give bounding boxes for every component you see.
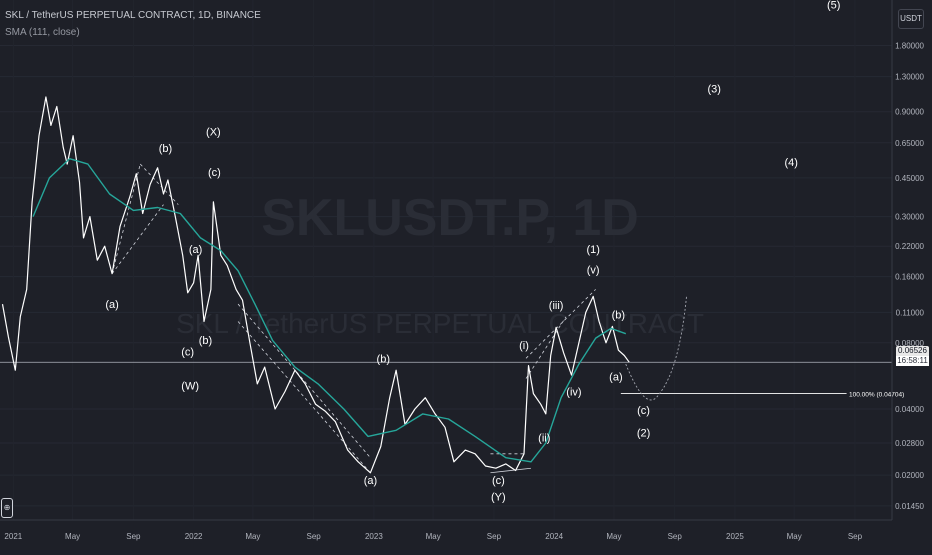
y-tick-label: 1.80000 <box>895 42 924 51</box>
wave-label: (v) <box>587 265 600 277</box>
wave-label: (X) <box>206 127 221 139</box>
last-price-value: 0.06526 <box>898 346 927 355</box>
wave-labels: (a) (b) (X) (c) (a) (b) (c) (W) (b) (a) (c) (Y) (i) (… <box>105 0 840 504</box>
trend-line <box>237 321 371 474</box>
wave-label: (iv) <box>566 387 581 399</box>
y-tick-label: 0.22000 <box>895 242 924 251</box>
y-tick-label: 0.65000 <box>895 139 924 148</box>
wave-label: (b) <box>159 143 172 155</box>
y-tick-label: 0.04000 <box>895 405 924 414</box>
x-tick-label: May <box>245 532 260 541</box>
wave-label: (c) <box>181 347 194 359</box>
wave-label: (a) <box>105 299 118 311</box>
x-tick-label: 2022 <box>185 532 203 541</box>
fib-level-label: 100.00% (0.04704) <box>849 391 904 398</box>
x-tick-label: May <box>426 532 441 541</box>
trend-line <box>525 316 567 379</box>
axes: 1.80000 1.30000 0.90000 0.65000 0.45000 0.300… <box>0 0 925 541</box>
currency-label[interactable]: USDT <box>898 9 924 29</box>
x-tick-label: 2024 <box>545 532 563 541</box>
series-lines <box>1 96 630 474</box>
y-tick-label: 0.02800 <box>895 439 924 448</box>
trend-line <box>111 163 141 274</box>
indicator-title[interactable]: SMA (111, close) <box>5 27 80 38</box>
price-series-line <box>1 96 630 474</box>
wave-label: (W) <box>181 381 199 393</box>
x-tick-label: May <box>787 532 802 541</box>
wave-label: (4) <box>785 157 798 169</box>
tradingview-logo-icon[interactable]: ⊕ <box>1 498 13 518</box>
x-tick-label: 2025 <box>726 532 744 541</box>
y-tick-label: 0.02000 <box>895 471 924 480</box>
wave-label: (1) <box>586 244 599 256</box>
wave-label: (b) <box>199 335 212 347</box>
projection-path <box>625 296 687 401</box>
y-tick-label: 0.30000 <box>895 213 924 222</box>
wave-label: (3) <box>707 84 720 96</box>
x-tick-label: Sep <box>668 532 683 541</box>
y-tick-label: 1.30000 <box>895 73 924 82</box>
watermark-ticker: SKLUSDT.P, 1D <box>261 189 639 247</box>
wave-label: (i) <box>519 340 529 352</box>
wave-label: (iii) <box>549 300 564 312</box>
sma-series-line <box>32 158 627 463</box>
wave-label: (a) <box>364 475 377 487</box>
wave-label: (c) <box>208 167 221 179</box>
y-tick-label: 0.90000 <box>895 108 924 117</box>
y-tick-label: 0.08000 <box>895 339 924 348</box>
y-tick-label: 0.11000 <box>896 308 925 317</box>
wave-label: (c) <box>637 405 650 417</box>
wave-label: (c) <box>492 475 505 487</box>
wave-label: (a) <box>609 371 622 383</box>
wave-label: (a) <box>189 244 202 256</box>
drawing-tools: 100.00% (0.04704) <box>0 163 904 474</box>
x-tick-label: Sep <box>487 532 502 541</box>
wave-label: (b) <box>377 354 390 366</box>
bar-countdown: 16:58:11 <box>896 356 929 366</box>
x-tick-label: Sep <box>848 532 863 541</box>
x-tick-label: Sep <box>307 532 322 541</box>
y-tick-label: 0.01450 <box>895 502 924 511</box>
trend-line <box>111 204 164 274</box>
grid-lines <box>0 45 892 507</box>
x-tick-label: May <box>65 532 80 541</box>
wave-label: (2) <box>637 427 650 439</box>
y-tick-label: 0.16000 <box>895 273 924 282</box>
y-tick-label: 0.45000 <box>895 174 924 183</box>
x-tick-label: 2021 <box>4 532 22 541</box>
wave-label: (b) <box>612 310 625 322</box>
wave-label: (Y) <box>491 492 506 504</box>
symbol-title[interactable]: SKL / TetherUS PERPETUAL CONTRACT, 1D, B… <box>5 10 261 21</box>
trend-line <box>490 467 531 474</box>
x-tick-label: 2023 <box>365 532 383 541</box>
wave-label: (ii) <box>538 432 550 444</box>
last-price-label: 0.06526 16:58:11 <box>896 346 929 366</box>
x-tick-label: Sep <box>126 532 141 541</box>
x-tick-label: May <box>606 532 621 541</box>
trend-line <box>237 303 371 458</box>
wave-label: (5) <box>827 0 840 12</box>
trend-line <box>525 289 596 359</box>
